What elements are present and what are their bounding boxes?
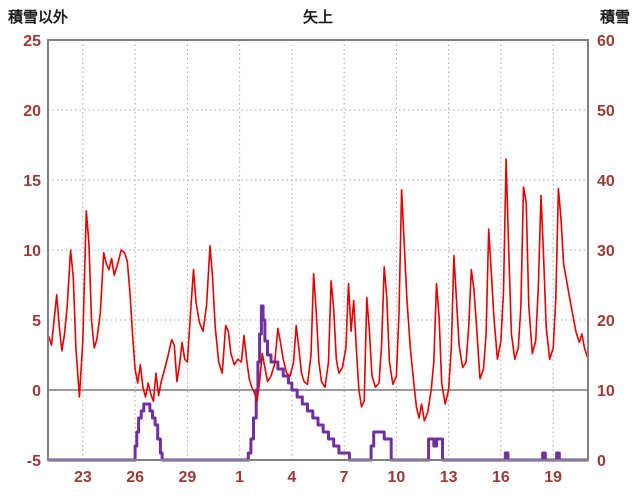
right-tick-label: 20: [597, 313, 615, 330]
chart-title: 矢上: [302, 9, 333, 26]
red-line-series: [48, 158, 588, 422]
left-tick-label: 15: [23, 173, 41, 190]
right-tick-label: 60: [597, 33, 615, 50]
right-tick-label: 0: [597, 453, 606, 470]
right-tick-label: 50: [597, 103, 615, 120]
purple-line-series: [47, 304, 589, 462]
left-tick-label: 5: [32, 313, 41, 330]
right-axis-title: 積雪: [599, 9, 630, 26]
plot-border: [47, 39, 589, 461]
x-tick-label: 19: [544, 469, 562, 486]
left-tick-label: 25: [23, 33, 41, 50]
right-tick-label: 40: [597, 173, 615, 190]
x-tick-label: 23: [74, 469, 92, 486]
x-tick-label: 1: [235, 469, 244, 486]
x-tick-label: 29: [178, 469, 196, 486]
x-tick-label: 26: [126, 469, 144, 486]
left-tick-label: 0: [32, 383, 41, 400]
left-tick-label: -5: [27, 453, 41, 470]
left-tick-label: 20: [23, 103, 41, 120]
right-tick-label: 10: [597, 383, 615, 400]
right-tick-label: 30: [597, 243, 615, 260]
x-tick-label: 16: [492, 469, 510, 486]
x-tick-label: 10: [387, 469, 405, 486]
x-tick-label: 4: [287, 469, 296, 486]
left-tick-label: 10: [23, 243, 41, 260]
left-axis-title: 積雪以外: [8, 9, 69, 26]
x-tick-label: 13: [440, 469, 458, 486]
x-tick-label: 7: [340, 469, 349, 486]
